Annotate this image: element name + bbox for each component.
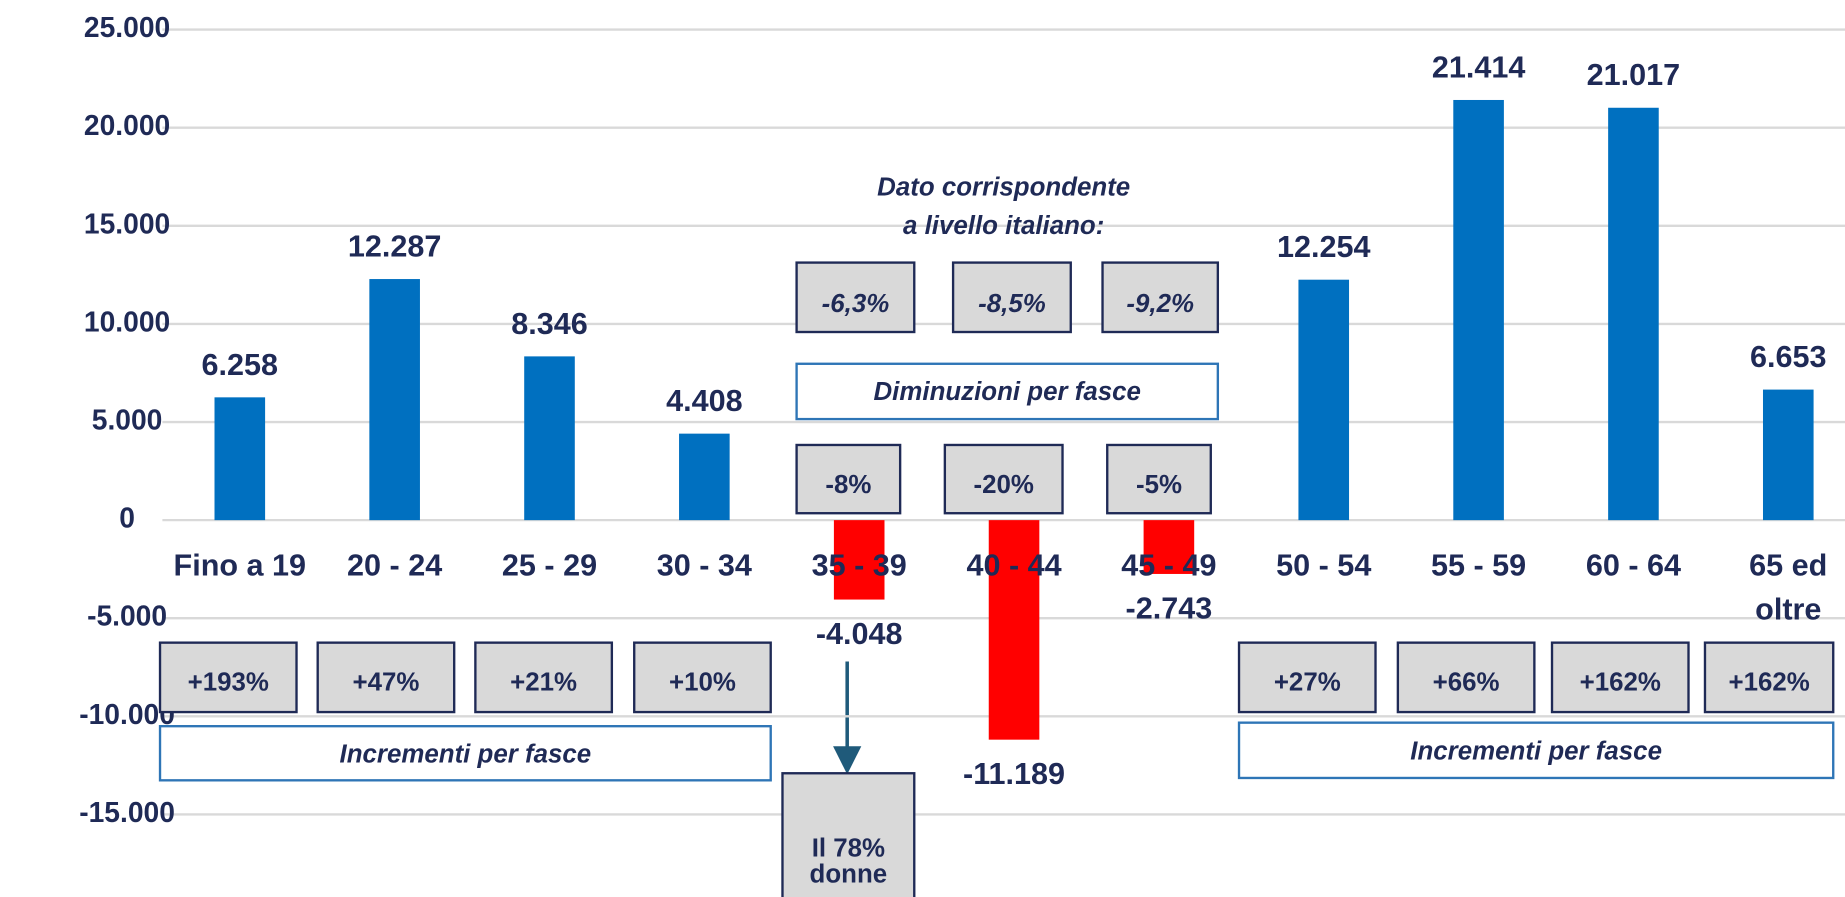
bar bbox=[369, 279, 420, 521]
bar bbox=[214, 397, 266, 521]
bar bbox=[679, 433, 730, 521]
increment-label: +10% bbox=[669, 669, 736, 697]
bar bbox=[1453, 99, 1504, 521]
x-tick-label: 50 - 54 bbox=[1276, 548, 1371, 582]
increment-box bbox=[1550, 641, 1690, 714]
italy-box bbox=[795, 261, 916, 334]
italy-box bbox=[951, 261, 1072, 334]
decrease-label: -5% bbox=[1136, 471, 1182, 499]
value-label: -11.189 bbox=[963, 757, 1065, 791]
decrease-box bbox=[943, 443, 1064, 515]
decreases-caption: Diminuzioni per fasce bbox=[874, 378, 1141, 406]
increments-caption: Incrementi per fasce bbox=[1410, 738, 1662, 766]
italy-note: Dato corrispondente bbox=[877, 173, 1130, 201]
bar bbox=[524, 356, 575, 521]
bar bbox=[1143, 520, 1195, 574]
bar bbox=[1762, 389, 1814, 521]
bar bbox=[988, 520, 1040, 740]
increment-label: +66% bbox=[1433, 669, 1500, 697]
decrease-box bbox=[795, 443, 902, 515]
x-tick-label: 20 - 24 bbox=[347, 548, 442, 582]
x-tick-label: 60 - 64 bbox=[1586, 548, 1681, 582]
bar bbox=[1298, 279, 1350, 521]
value-label: -4.048 bbox=[816, 617, 903, 651]
x-tick-label: 30 - 34 bbox=[657, 548, 752, 582]
decrease-label: -8% bbox=[825, 471, 871, 499]
italy-value: -6,3% bbox=[822, 290, 890, 318]
increments-caption: Incrementi per fasce bbox=[340, 740, 592, 768]
y-tick-label: 10.000 bbox=[84, 305, 170, 337]
bar bbox=[833, 520, 885, 600]
y-tick-label: 20.000 bbox=[84, 109, 170, 141]
increment-label: +193% bbox=[188, 669, 269, 697]
value-label: 12.254 bbox=[1277, 230, 1371, 264]
y-tick-label: 25.000 bbox=[84, 11, 170, 43]
increment-label: +162% bbox=[1728, 669, 1809, 697]
value-label: -2.743 bbox=[1126, 592, 1213, 626]
increment-box bbox=[316, 641, 456, 714]
value-label: 6.653 bbox=[1750, 340, 1827, 374]
increments-caption-box bbox=[1237, 721, 1835, 780]
women-box bbox=[781, 772, 916, 897]
value-label: 8.346 bbox=[511, 307, 588, 341]
x-tick-label: 25 - 29 bbox=[502, 548, 597, 582]
italy-value: -8,5% bbox=[978, 290, 1046, 318]
y-tick-label: -5.000 bbox=[87, 600, 167, 632]
x-tick-label: 35 - 39 bbox=[812, 548, 907, 582]
decrease-box bbox=[1106, 443, 1212, 515]
decreases-caption-box bbox=[795, 362, 1220, 421]
x-tick-label: Fino a 19 bbox=[174, 548, 307, 582]
italy-value: -9,2% bbox=[1126, 290, 1194, 318]
value-label: 12.287 bbox=[348, 230, 442, 264]
increment-label: +47% bbox=[352, 669, 419, 697]
women-note: donne bbox=[810, 860, 888, 888]
bar bbox=[1608, 107, 1659, 521]
x-tick-label: 40 - 44 bbox=[966, 548, 1061, 582]
value-label: 4.408 bbox=[666, 384, 743, 418]
value-label: 21.414 bbox=[1432, 50, 1526, 84]
increment-box bbox=[1396, 641, 1536, 714]
decrease-label: -20% bbox=[973, 471, 1033, 499]
increments-caption-box bbox=[158, 725, 772, 782]
increment-box bbox=[1703, 641, 1835, 714]
value-label: 6.258 bbox=[202, 348, 279, 382]
italy-box bbox=[1101, 261, 1220, 334]
increment-box bbox=[633, 641, 772, 714]
increment-label: +162% bbox=[1580, 669, 1661, 697]
x-tick-label: 65 ed oltre bbox=[1749, 548, 1827, 626]
increment-label: +27% bbox=[1274, 669, 1341, 697]
italy-note: a livello italiano: bbox=[903, 212, 1104, 240]
y-tick-label: 0 bbox=[119, 502, 135, 534]
increment-label: +21% bbox=[510, 669, 577, 697]
increment-box bbox=[474, 641, 614, 714]
women-note: Il 78% bbox=[812, 835, 885, 863]
x-tick-label: 55 - 59 bbox=[1431, 548, 1526, 582]
y-tick-label: 5.000 bbox=[92, 403, 163, 435]
x-tick-label: 45 - 49 bbox=[1121, 548, 1216, 582]
increment-box bbox=[1237, 641, 1377, 714]
y-tick-label: 15.000 bbox=[84, 207, 170, 239]
y-tick-label: -15.000 bbox=[79, 796, 175, 828]
increment-box bbox=[158, 641, 298, 714]
value-label: 21.017 bbox=[1587, 58, 1681, 92]
